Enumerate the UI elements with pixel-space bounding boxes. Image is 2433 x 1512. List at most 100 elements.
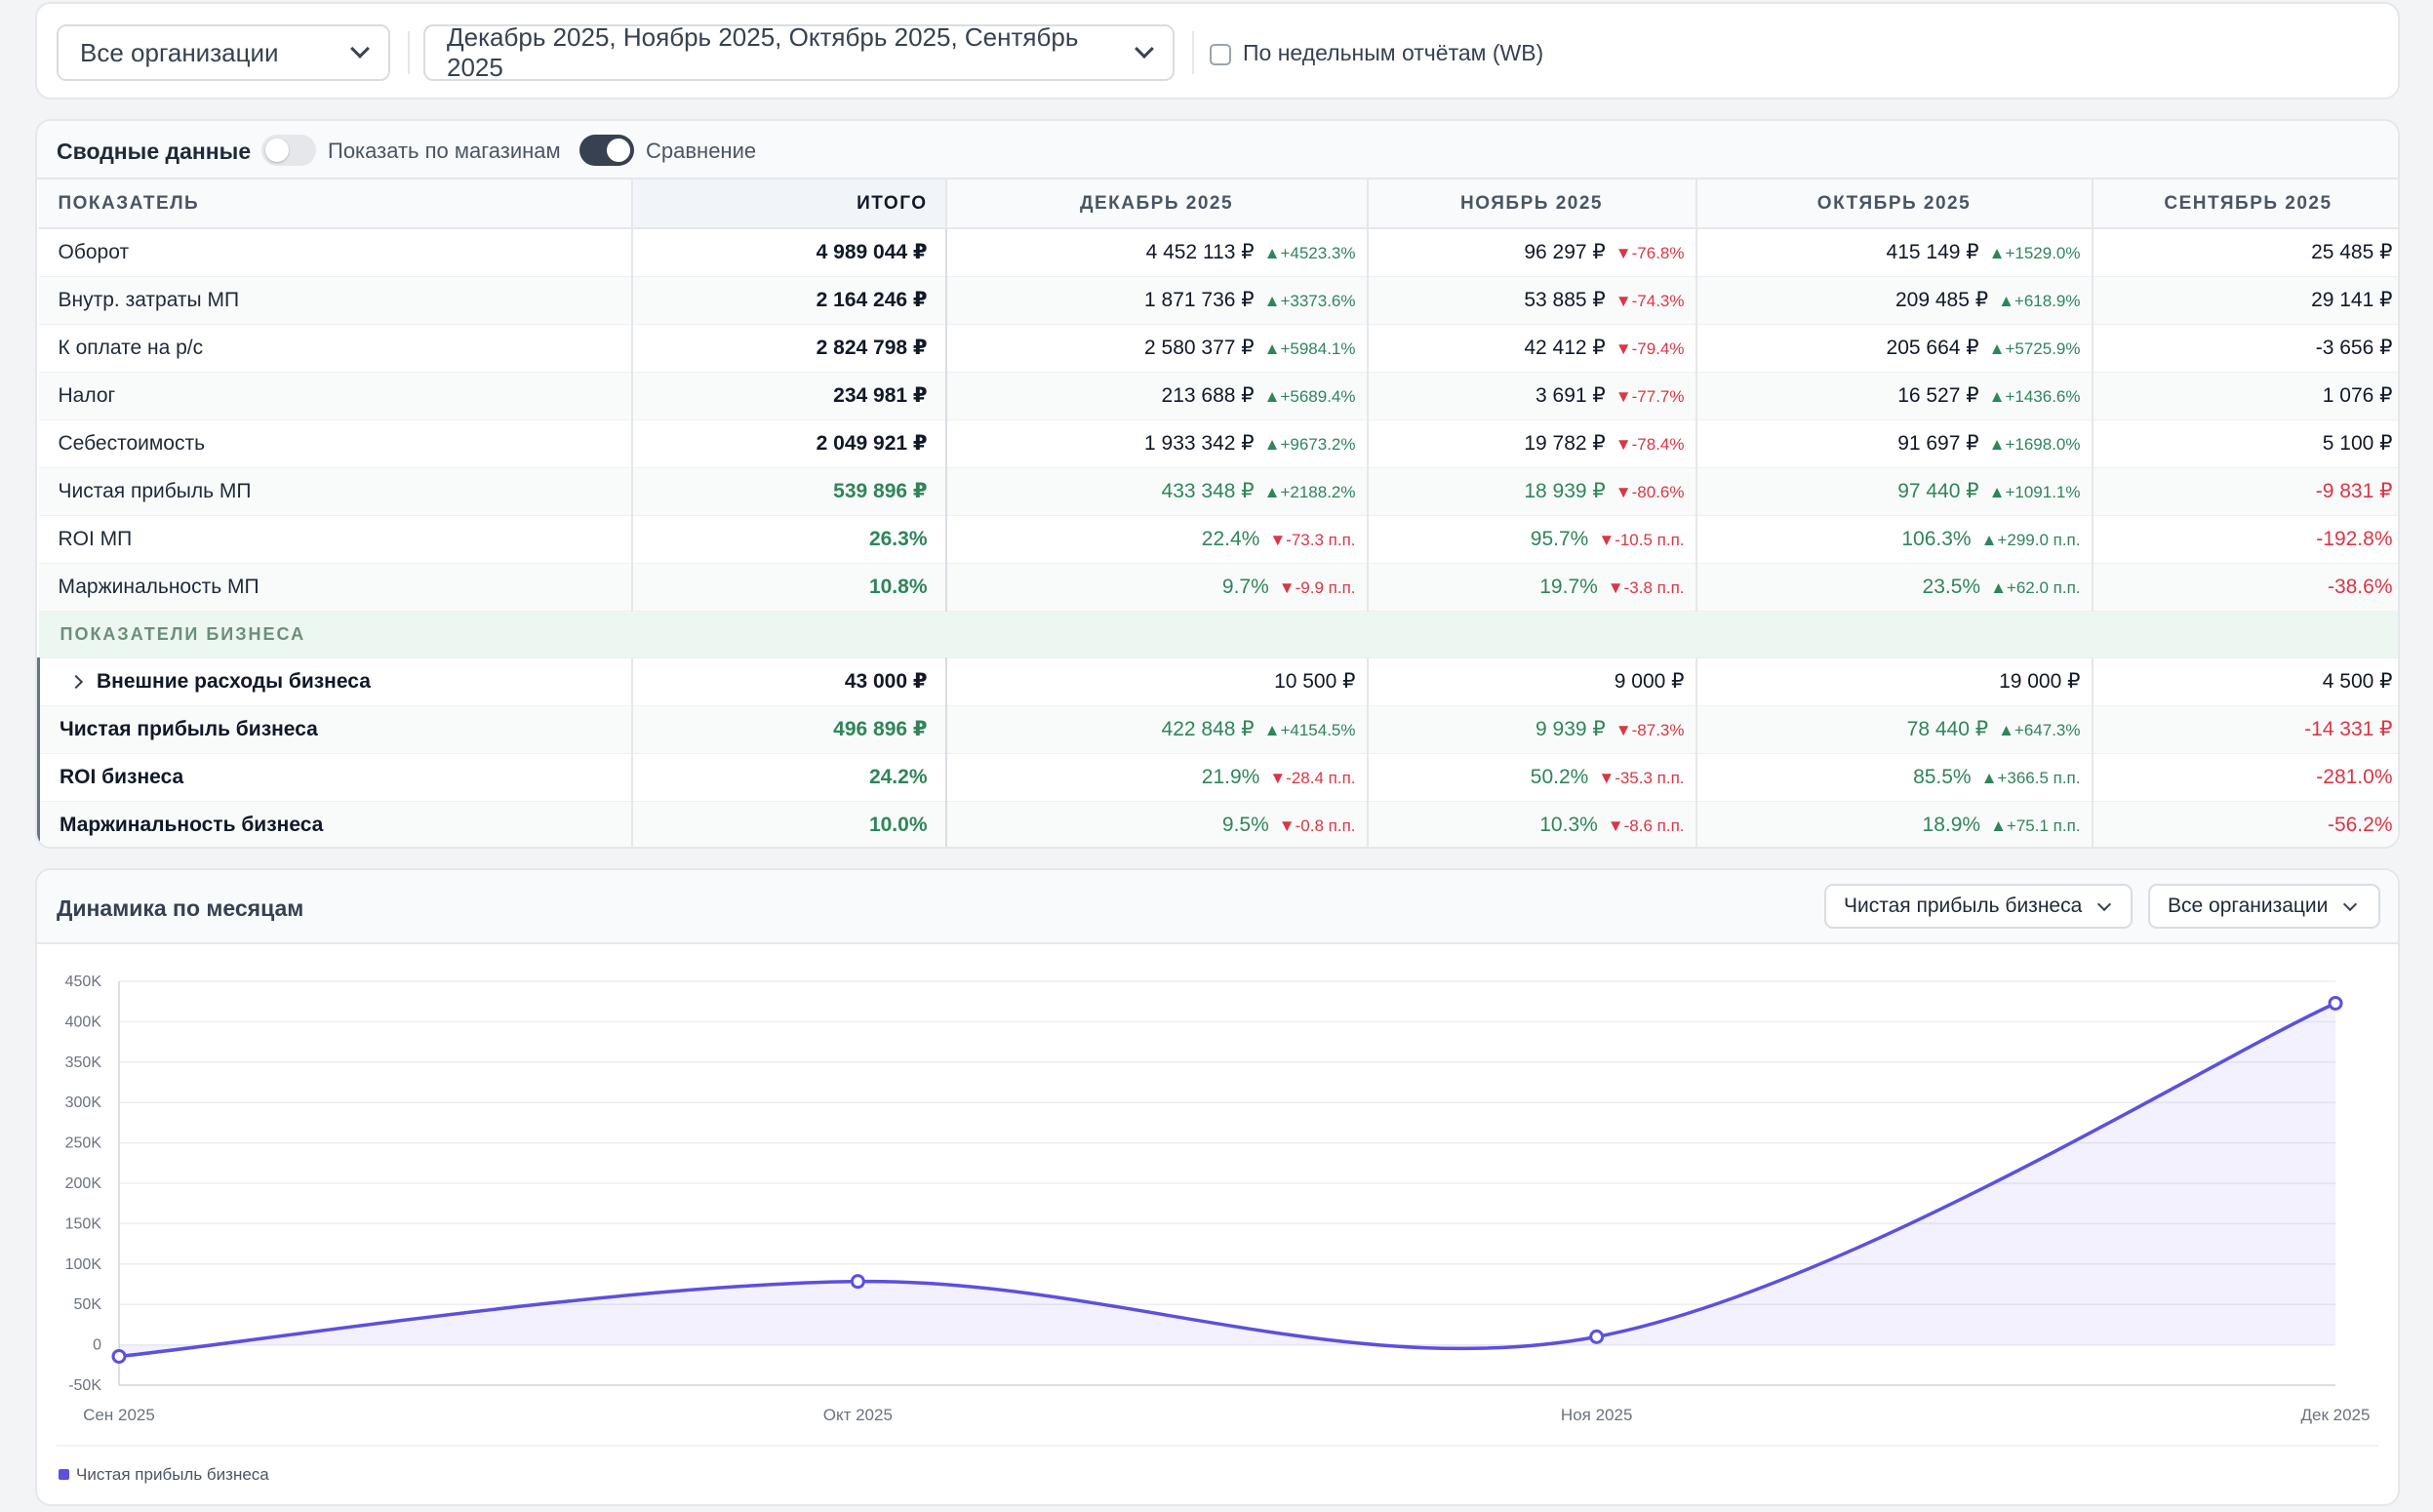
y-tick-label: 50K bbox=[74, 1296, 102, 1313]
dynamics-header: Динамика по месяцам Чистая прибыль бизне… bbox=[37, 870, 2398, 944]
org-dropdown-value: Все организации bbox=[80, 37, 279, 67]
cell-value: 213 688 ₽ bbox=[1161, 384, 1255, 407]
cell-value: 4 452 113 ₽ bbox=[1145, 241, 1255, 264]
delta-badge: ▲+618.9% bbox=[1998, 292, 2081, 310]
cell-value: 22.4% bbox=[1201, 527, 1260, 550]
metric-select-value: Чистая прибыль бизнеса bbox=[1844, 895, 2083, 917]
month-cell: 18 939 ₽ ▼-80.6% bbox=[1366, 467, 1696, 516]
table-row: Внутр. затраты МП 2 164 246 ₽ 1 871 736 ₽ ▲… bbox=[38, 276, 2398, 325]
month-cell: 5 100 ₽ bbox=[2091, 419, 2398, 468]
y-tick-label: 150K bbox=[65, 1215, 102, 1232]
row-label: Оборот bbox=[58, 240, 130, 263]
delta-badge: ▲+1529.0% bbox=[1988, 244, 2081, 263]
table-header-row: ПОКАЗАТЕЛЬ ИТОГО ДЕКАБРЬ 2025 НОЯБРЬ 202… bbox=[38, 179, 2398, 229]
delta-badge: ▲+62.0 п.п. bbox=[1990, 577, 2081, 597]
row-label-cell: Себестоимость bbox=[38, 419, 632, 468]
x-tick-label: Ноя 2025 bbox=[1561, 1406, 1632, 1424]
total-cell: 539 896 ₽ bbox=[630, 467, 947, 516]
cell-value: 2 580 377 ₽ bbox=[1144, 337, 1255, 359]
business-row[interactable]: Внешние расходы бизнеса 43 000 ₽ 10 500 ₽ 9… bbox=[37, 657, 2398, 706]
cell-value: 422 848 ₽ bbox=[1161, 718, 1255, 740]
show-by-stores-toggle[interactable] bbox=[261, 135, 316, 166]
row-label-cell: Оборот bbox=[38, 228, 632, 277]
cell-value: 3 691 ₽ bbox=[1536, 384, 1606, 407]
month-cell: 96 297 ₽ ▼-76.8% bbox=[1366, 228, 1696, 277]
divider bbox=[408, 31, 410, 74]
cell-value: 209 485 ₽ bbox=[1895, 289, 1989, 311]
month-cell: 29 141 ₽ bbox=[2091, 276, 2398, 325]
delta-badge: ▼-35.3 п.п. bbox=[1598, 768, 1685, 787]
month-cell: 78 440 ₽ ▲+647.3% bbox=[1695, 705, 2093, 754]
month-cell: 10 500 ₽ bbox=[944, 657, 1368, 706]
month-cell: 23.5% ▲+62.0 п.п. bbox=[1695, 563, 2093, 612]
month-cell: 85.5% ▲+366.5 п.п. bbox=[1695, 753, 2093, 802]
org-dropdown[interactable]: Все организации bbox=[57, 24, 390, 81]
period-dropdown[interactable]: Декабрь 2025, Ноябрь 2025, Октябрь 2025,… bbox=[423, 22, 1175, 82]
data-point bbox=[1589, 1329, 1605, 1344]
cell-value: -14 331 ₽ bbox=[2304, 718, 2393, 740]
total-cell: 2 049 921 ₽ bbox=[630, 419, 947, 468]
month-cell: 422 848 ₽ ▲+4154.5% bbox=[944, 705, 1368, 754]
data-point bbox=[2328, 995, 2343, 1011]
delta-badge: ▼-77.7% bbox=[1615, 387, 1685, 406]
table-row: К оплате на р/с 2 824 798 ₽ 2 580 377 ₽ ▲+5… bbox=[38, 324, 2398, 373]
total-cell: 2 824 798 ₽ bbox=[630, 324, 947, 373]
cell-value: 18.9% bbox=[1922, 813, 1981, 836]
month-cell: 16 527 ₽ ▲+1436.6% bbox=[1695, 372, 2093, 420]
comparison-toggle[interactable] bbox=[579, 135, 634, 166]
delta-badge: ▲+4523.3% bbox=[1263, 244, 1356, 263]
row-label: Маржинальность бизнеса bbox=[60, 813, 324, 836]
column-header-month: СЕНТЯБРЬ 2025 bbox=[2091, 179, 2398, 229]
cell-value: 5 100 ₽ bbox=[2322, 432, 2393, 455]
delta-badge: ▼-87.3% bbox=[1615, 721, 1685, 739]
cell-value: -38.6% bbox=[2327, 575, 2393, 598]
x-tick-label: Сен 2025 bbox=[83, 1406, 155, 1424]
cell-value: 78 440 ₽ bbox=[1906, 718, 1989, 740]
summary-card: Сводные данные Показать по магазинам Сра… bbox=[35, 119, 2400, 849]
row-label: Маржинальность МП bbox=[58, 575, 259, 598]
month-cell: -192.8% bbox=[2091, 515, 2398, 564]
month-cell: 25 485 ₽ bbox=[2091, 228, 2398, 277]
delta-badge: ▼-9.9 п.п. bbox=[1278, 577, 1356, 597]
legend-label: Чистая прибыль бизнеса bbox=[76, 1465, 269, 1484]
x-tick-label: Дек 2025 bbox=[2301, 1406, 2371, 1424]
month-cell: 9.5% ▼-0.8 п.п. bbox=[944, 801, 1368, 847]
cell-value: 16 527 ₽ bbox=[1897, 384, 1979, 407]
cell-value: 91 697 ₽ bbox=[1897, 432, 1979, 455]
cell-value: 18 939 ₽ bbox=[1524, 480, 1606, 502]
month-cell: 415 149 ₽ ▲+1529.0% bbox=[1695, 228, 2093, 277]
delta-badge: ▲+299.0 п.п. bbox=[1980, 530, 2081, 549]
weekly-reports-checkbox[interactable] bbox=[1210, 44, 1231, 65]
cell-value: 95.7% bbox=[1530, 527, 1589, 550]
month-cell: 1 076 ₽ bbox=[2091, 372, 2398, 420]
dynamics-title: Динамика по месяцам bbox=[57, 895, 304, 921]
month-cell: 50.2% ▼-35.3 п.п. bbox=[1366, 753, 1696, 802]
month-cell: 21.9% ▼-28.4 п.п. bbox=[944, 753, 1368, 802]
column-header-month: ОКТЯБРЬ 2025 bbox=[1695, 179, 2093, 229]
cell-value: 21.9% bbox=[1201, 765, 1260, 788]
delta-badge: ▲+366.5 п.п. bbox=[1980, 768, 2081, 787]
metric-select[interactable]: Чистая прибыль бизнеса bbox=[1824, 884, 2133, 929]
cell-value: 9.7% bbox=[1221, 575, 1269, 598]
delta-badge: ▲+1091.1% bbox=[1988, 483, 2081, 501]
delta-badge: ▲+1698.0% bbox=[1988, 435, 2081, 454]
toggle-knob bbox=[265, 139, 289, 162]
chevron-right-icon[interactable] bbox=[68, 674, 84, 689]
delta-badge: ▲+4154.5% bbox=[1263, 721, 1356, 739]
delta-badge: ▲+5984.1% bbox=[1263, 339, 1356, 358]
summary-table: ПОКАЗАТЕЛЬ ИТОГО ДЕКАБРЬ 2025 НОЯБРЬ 202… bbox=[37, 179, 2398, 847]
delta-badge: ▼-79.4% bbox=[1615, 339, 1685, 358]
month-cell: 4 500 ₽ bbox=[2091, 657, 2398, 706]
filters-bar: Все организации Декабрь 2025, Ноябрь 202… bbox=[35, 2, 2400, 99]
cell-value: 9 939 ₽ bbox=[1536, 718, 1606, 740]
cell-value: 415 149 ₽ bbox=[1886, 241, 1979, 264]
weekly-reports-label[interactable]: По недельным отчётам (WB) bbox=[1243, 40, 1544, 65]
chart-org-select[interactable]: Все организации bbox=[2148, 884, 2380, 929]
cell-value: 50.2% bbox=[1530, 765, 1589, 788]
month-cell: 9.7% ▼-9.9 п.п. bbox=[944, 563, 1368, 612]
cell-value: 10 500 ₽ bbox=[1274, 670, 1356, 693]
cell-value: 1 933 342 ₽ bbox=[1144, 432, 1255, 455]
month-cell: 97 440 ₽ ▲+1091.1% bbox=[1695, 467, 2093, 516]
delta-badge: ▼-0.8 п.п. bbox=[1278, 816, 1356, 835]
month-cell: 3 691 ₽ ▼-77.7% bbox=[1366, 372, 1696, 420]
